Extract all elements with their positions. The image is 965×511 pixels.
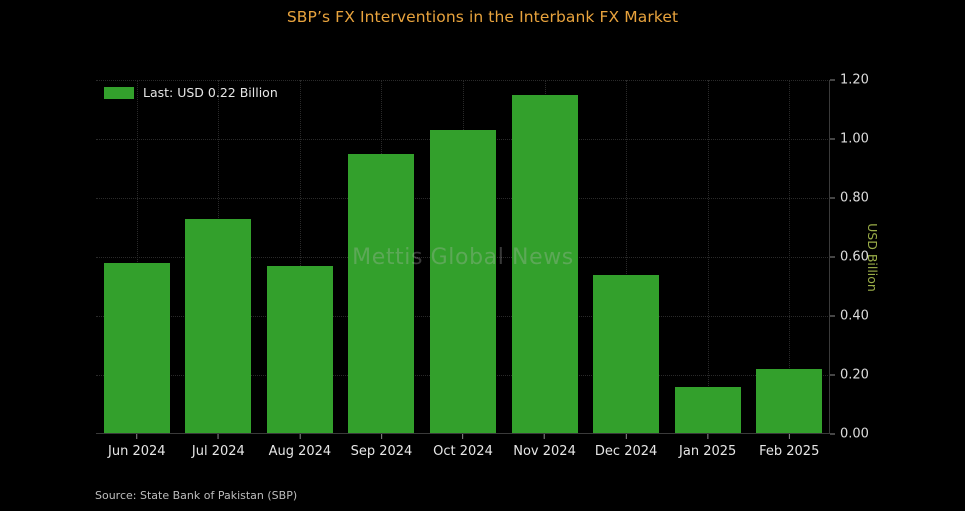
y-axis-title-text: USD Billion — [864, 222, 880, 292]
bar-slot — [504, 80, 586, 434]
y-axis-tick: 0.40 — [830, 309, 869, 324]
x-tick-label: Oct 2024 — [433, 444, 493, 459]
y-axis-ticks: 0.00 0.20 0.40 0.60 0.80 1.00 1.20 — [830, 73, 900, 442]
y-tick-label: 0.20 — [840, 367, 869, 383]
gridline-vertical — [299, 80, 301, 434]
y-tick-label: 0.80 — [840, 190, 869, 206]
y-axis-tick: 0.60 — [830, 250, 869, 265]
y-tick-mark — [830, 79, 835, 81]
x-tick-label: Aug 2024 — [268, 444, 332, 459]
bar-slot — [96, 80, 178, 434]
bar[interactable] — [103, 262, 170, 434]
x-tick-label: Jan 2025 — [679, 444, 737, 459]
source-note: Source: State Bank of Pakistan (SBP) — [95, 489, 298, 502]
y-tick-label: 0.40 — [840, 308, 869, 324]
y-tick-mark — [830, 197, 835, 199]
x-axis-tick: Oct 2024 — [433, 434, 493, 459]
y-tick-mark — [830, 256, 835, 258]
bar-slot — [341, 80, 423, 434]
x-axis-tick: Sep 2024 — [350, 434, 413, 459]
x-axis-tick: Aug 2024 — [268, 434, 332, 459]
x-tick-mark — [136, 434, 138, 439]
chart-legend[interactable]: Last: USD 0.22 Billion — [104, 85, 278, 100]
bar-slot — [585, 80, 667, 434]
x-tick-mark — [299, 434, 301, 439]
gridline-vertical — [626, 80, 628, 434]
y-tick-label: 1.00 — [840, 131, 869, 147]
bar-slot — [259, 80, 341, 434]
y-tick-label: 0.00 — [840, 426, 869, 442]
y-axis-tick: 1.00 — [830, 132, 869, 147]
bar[interactable] — [674, 386, 741, 434]
x-axis-tick: Dec 2024 — [595, 434, 657, 459]
y-tick-label: 1.20 — [840, 72, 869, 88]
x-tick-label: Jul 2024 — [191, 444, 245, 459]
x-axis-tick: Feb 2025 — [759, 434, 819, 459]
x-tick-label: Nov 2024 — [513, 444, 576, 459]
x-axis-line — [96, 433, 830, 434]
bar[interactable] — [348, 153, 415, 434]
x-tick-mark — [788, 434, 790, 439]
x-tick-mark — [217, 434, 219, 439]
x-axis-ticks: Jun 2024 Jul 2024 Aug 2024 Sep 2024 Oct 2024… — [96, 434, 830, 468]
x-axis-tick: Jan 2025 — [679, 434, 736, 459]
x-tick-mark — [625, 434, 627, 439]
y-axis-tick: 0.00 — [830, 427, 869, 442]
x-tick-label: Jun 2024 — [108, 444, 166, 459]
x-tick-label: Dec 2024 — [594, 444, 658, 459]
bar[interactable] — [185, 218, 252, 434]
plot-area: Mettis Global News — [96, 80, 830, 434]
legend-label: Last: USD 0.22 Billion — [143, 85, 278, 100]
x-tick-label: Sep 2024 — [350, 444, 413, 459]
bar[interactable] — [593, 274, 660, 434]
bar[interactable] — [429, 130, 496, 434]
bar[interactable] — [266, 265, 333, 434]
bar[interactable] — [511, 94, 578, 434]
y-axis-tick: 1.20 — [830, 73, 869, 88]
bar-slot — [178, 80, 260, 434]
y-axis-tick: 0.20 — [830, 368, 869, 383]
bar-slot — [667, 80, 749, 434]
y-axis-tick: 0.80 — [830, 191, 869, 206]
x-tick-mark — [462, 434, 464, 439]
legend-color-swatch — [104, 86, 134, 99]
x-axis-tick: Jun 2024 — [108, 434, 166, 459]
chart-title: SBP’s FX Interventions in the Interbank … — [286, 8, 679, 26]
gridline-vertical — [136, 80, 138, 434]
bar-slot — [748, 80, 830, 434]
x-tick-label: Feb 2025 — [759, 444, 820, 459]
gridline-vertical — [789, 80, 791, 434]
bar-series — [96, 80, 830, 434]
x-axis-tick: Jul 2024 — [192, 434, 245, 459]
x-tick-mark — [544, 434, 546, 439]
y-tick-mark — [830, 374, 835, 376]
x-axis-tick: Nov 2024 — [513, 434, 576, 459]
y-axis-title: USD Billion — [862, 80, 882, 434]
y-tick-label: 0.60 — [840, 249, 869, 265]
bar[interactable] — [756, 369, 823, 434]
y-axis-line — [829, 80, 830, 434]
y-tick-mark — [830, 433, 835, 435]
x-tick-mark — [380, 434, 382, 439]
y-tick-mark — [830, 138, 835, 140]
gridline-vertical — [707, 80, 709, 434]
bar-slot — [422, 80, 504, 434]
y-tick-mark — [830, 315, 835, 317]
x-tick-mark — [707, 434, 709, 439]
